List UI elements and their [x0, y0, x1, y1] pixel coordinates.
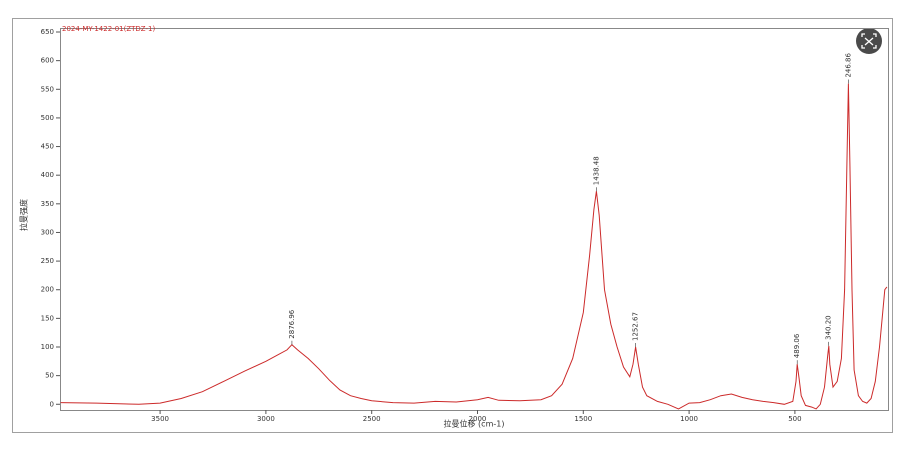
- y-tick-label: 650: [41, 28, 54, 36]
- plot-area: [60, 28, 889, 411]
- peak-label: 340.20: [825, 315, 833, 340]
- screenshot-button[interactable]: [856, 28, 882, 54]
- y-tick-label: 350: [41, 200, 54, 208]
- y-tick-label: 300: [41, 228, 54, 236]
- x-tick-label: 3000: [257, 415, 275, 423]
- x-tick-label: 1500: [574, 415, 592, 423]
- legend-label: 2024-MY-1422-01(ZTDZ-1): [62, 25, 155, 33]
- y-tick-label: 50: [45, 372, 54, 380]
- y-tick-label: 250: [41, 257, 54, 265]
- x-tick-label: 2000: [469, 415, 487, 423]
- peak-label: 2876.96: [288, 309, 296, 338]
- y-tick-label: 150: [41, 314, 54, 322]
- x-tick-label: 1000: [680, 415, 698, 423]
- spectrum-line: [60, 83, 888, 410]
- x-tick-label: 500: [788, 415, 801, 423]
- y-axis-label: 拉曼强度: [19, 199, 29, 231]
- y-tick-label: 600: [41, 57, 54, 65]
- peak-label: 1252.67: [632, 312, 640, 341]
- y-tick-label: 450: [41, 143, 54, 151]
- x-tick-label: 2500: [363, 415, 381, 423]
- y-tick-label: 100: [41, 343, 54, 351]
- x-tick-label: 3500: [151, 415, 169, 423]
- y-tick-label: 400: [41, 171, 54, 179]
- y-tick-label: 500: [41, 114, 54, 122]
- button-icon[interactable]: [861, 33, 877, 49]
- peak-label: 489.06: [793, 333, 801, 358]
- chart-frame: [12, 18, 893, 433]
- peak-label: 246.86: [844, 53, 852, 78]
- y-tick-label: 0: [50, 400, 54, 408]
- y-tick-label: 200: [41, 286, 54, 294]
- peak-label: 1438.48: [592, 156, 600, 185]
- x-axis-label: 拉曼位移 (cm-1): [444, 419, 505, 429]
- y-tick-label: 550: [41, 85, 54, 93]
